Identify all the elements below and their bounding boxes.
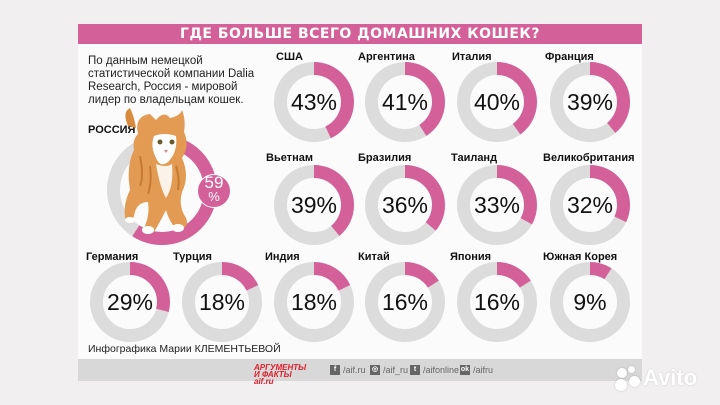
- donut-ring: [457, 165, 537, 245]
- odnoklassniki-icon: ok: [460, 365, 470, 375]
- country-value: 18%: [290, 288, 338, 315]
- country-value: 33%: [473, 191, 521, 218]
- country-value: 41%: [381, 88, 429, 115]
- country-value: 40%: [473, 88, 521, 115]
- donut-ring: [274, 165, 354, 245]
- donut-ring: [274, 62, 354, 142]
- country-value: 29%: [106, 288, 154, 315]
- country-value: 36%: [381, 191, 429, 218]
- social-handle: /aif_ru: [383, 365, 409, 375]
- donut-ring: [365, 62, 445, 142]
- country-value: 39%: [290, 191, 338, 218]
- aif-logo[interactable]: АРГУМЕНТЫ И ФАКТЫ aif.ru: [254, 363, 310, 386]
- country-label: Бразилия: [358, 152, 412, 164]
- country-donut-chart: 16%: [365, 262, 445, 342]
- country-donut-chart: 40%: [457, 62, 537, 142]
- country-label: Италия: [452, 51, 492, 63]
- country-label: Япония: [450, 251, 492, 263]
- country-donut-chart: 36%: [365, 165, 445, 245]
- russia-value: 59: [204, 173, 224, 192]
- logo-line-1: АРГУМЕНТЫ: [254, 363, 307, 372]
- intro-text: По данным немецкой статистической компан…: [88, 55, 255, 106]
- country-value: 32%: [566, 191, 614, 218]
- donut-ring: [550, 62, 630, 142]
- donut-ring: [550, 165, 630, 245]
- country-label: Вьетнам: [266, 152, 313, 164]
- country-value: 16%: [381, 288, 429, 315]
- country-donut-chart: 9%: [550, 262, 630, 342]
- country-donut-chart: 41%: [365, 62, 445, 142]
- country-label: Китай: [358, 251, 390, 263]
- country-label: Германия: [86, 251, 139, 263]
- country-donut-chart: 39%: [550, 62, 630, 142]
- country-value: 43%: [290, 88, 338, 115]
- country-donut-chart: 18%: [274, 262, 354, 342]
- country-value: 39%: [566, 88, 614, 115]
- donut-ring: [90, 262, 170, 342]
- country-value: 9%: [573, 288, 607, 315]
- cat-illustration: [124, 108, 187, 234]
- page-title: ГДЕ БОЛЬШЕ ВСЕГО ДОМАШНИХ КОШЕК?: [78, 24, 642, 44]
- donut-ring: [457, 262, 537, 342]
- social-link-instagram[interactable]: ◎ /aif_ru: [370, 365, 408, 375]
- country-label: Франция: [545, 51, 594, 63]
- country-label: Индия: [265, 251, 300, 263]
- donut-ring: [550, 262, 630, 342]
- country-label: Южная Корея: [543, 251, 618, 263]
- country-label: США: [276, 51, 303, 63]
- social-link-facebook[interactable]: f /aif.ru: [330, 365, 366, 375]
- donut-ring: [274, 262, 354, 342]
- social-handle: /aifru: [473, 365, 494, 375]
- footer-bar: [78, 359, 642, 381]
- country-donut-chart: 39%: [274, 165, 354, 245]
- donut-ring: [182, 262, 262, 342]
- avito-text: Avito: [643, 365, 698, 390]
- author-credit: Инфографика Марии КЛЕМЕНТЬЕВОЙ: [88, 343, 281, 355]
- country-donut-chart: 33%: [457, 165, 537, 245]
- country-label: Турция: [173, 251, 212, 263]
- donut-ring: [457, 62, 537, 142]
- avito-watermark: Avito: [615, 365, 697, 391]
- country-label: Таиланд: [451, 152, 498, 164]
- country-donut-chart: 32%: [550, 165, 630, 245]
- russia-percent-sign: %: [208, 189, 220, 204]
- social-link-twitter[interactable]: t /aifonline: [410, 365, 459, 375]
- logo-line-2: И ФАКТЫ aif.ru: [254, 370, 292, 386]
- social-handle: /aifonline: [423, 365, 460, 375]
- country-donut-chart: 43%: [274, 62, 354, 142]
- country-donut-chart: 18%: [182, 262, 262, 342]
- donut-ring: [365, 165, 445, 245]
- instagram-icon: ◎: [370, 365, 380, 375]
- country-value: 16%: [473, 288, 521, 315]
- twitter-icon: t: [410, 365, 420, 375]
- facebook-icon: f: [330, 365, 340, 375]
- social-link-odnoklassniki[interactable]: ok /aifru: [460, 365, 493, 375]
- country-value: 18%: [198, 288, 246, 315]
- country-donut-chart: 29%: [90, 262, 170, 342]
- russia-label: РОССИЯ: [88, 124, 136, 136]
- donut-ring: [365, 262, 445, 342]
- country-label: Аргентина: [358, 51, 415, 63]
- avito-dots-icon: [615, 366, 641, 391]
- country-donut-chart: 16%: [457, 262, 537, 342]
- russia-percent-badge: 59 %: [197, 174, 231, 208]
- country-label: Великобритания: [543, 152, 635, 164]
- social-handle: /aif.ru: [343, 365, 366, 375]
